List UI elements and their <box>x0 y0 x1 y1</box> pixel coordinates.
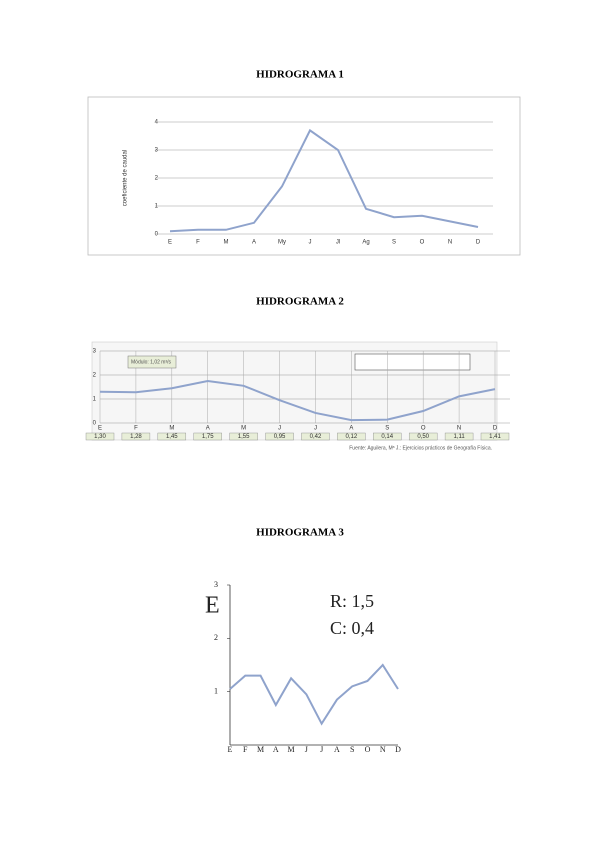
y-tick-label: 1 <box>155 204 159 210</box>
annotation: E <box>205 593 220 619</box>
value-cell <box>157 432 187 441</box>
value-label: 1,41 <box>489 434 501 440</box>
value-label: 0,95 <box>274 434 286 440</box>
chart-title: HIDROGRAMA 1 <box>256 69 344 81</box>
y-tick-label: 1 <box>93 397 97 403</box>
x-tick-label: J <box>320 745 323 754</box>
x-tick-label: F <box>134 426 138 432</box>
x-tick-label: N <box>457 426 461 432</box>
x-tick-label: E <box>228 745 233 754</box>
source: Fuente: Aguilera, Mª J.: Ejercicios prác… <box>349 445 492 451</box>
x-tick-label: J <box>305 745 308 754</box>
value-cell <box>480 432 510 441</box>
x-tick-label: Jl <box>336 240 340 246</box>
annotation: R: 1,5 <box>330 591 374 611</box>
y-tick-label: 2 <box>93 373 97 379</box>
value-cell <box>229 432 258 441</box>
value-cell <box>408 432 438 441</box>
x-tick-label: S <box>350 745 354 754</box>
hydrograph-line <box>229 663 399 726</box>
y-tick-label: 3 <box>93 349 97 355</box>
y-tick-label: 3 <box>155 148 159 154</box>
legend-box <box>127 355 177 369</box>
empty-box <box>354 353 471 371</box>
y-tick-label: 3 <box>214 580 218 589</box>
x-tick-label: M <box>224 240 229 246</box>
y-tick-label: 2 <box>214 633 218 642</box>
x-tick-label: F <box>196 240 200 246</box>
x-tick-label: A <box>206 426 210 432</box>
x-tick-label: A <box>349 426 353 432</box>
y-tick-label: 1 <box>214 686 218 695</box>
x-tick-label: N <box>448 240 452 246</box>
x-tick-label: F <box>243 745 248 754</box>
annotation: C: 0,4 <box>330 618 374 638</box>
value-label: 1,30 <box>94 434 106 440</box>
x-tick-label: E <box>168 240 172 246</box>
value-cell <box>373 432 402 441</box>
value-cell <box>265 432 294 441</box>
x-tick-label: M <box>257 745 264 754</box>
x-tick-label: E <box>98 426 102 432</box>
value-label: 0,12 <box>346 434 358 440</box>
value-cell <box>193 432 222 441</box>
y-tick-label: 4 <box>155 120 159 126</box>
x-tick-label: O <box>420 240 425 246</box>
x-tick-label: O <box>365 745 371 754</box>
hydrograph-line <box>99 379 496 422</box>
value-label: 0,14 <box>381 434 393 440</box>
y-tick-label: 2 <box>155 176 159 182</box>
y-tick-label: 0 <box>93 421 97 427</box>
hydrograph-line <box>169 128 479 233</box>
x-tick-label: J <box>278 426 281 432</box>
x-tick-label: M <box>169 426 174 432</box>
x-tick-label: S <box>392 240 396 246</box>
x-tick-label: J <box>314 426 317 432</box>
value-label: 0,42 <box>310 434 322 440</box>
legend-text: Módulo: 1,02 m³/s <box>131 359 172 365</box>
x-tick-label: S <box>385 426 389 432</box>
value-cell <box>444 432 474 441</box>
chart-title: HIDROGRAMA 3 <box>256 527 344 539</box>
value-label: 1,45 <box>166 434 178 440</box>
x-tick-label: D <box>395 745 401 754</box>
value-cell <box>301 432 330 441</box>
x-tick-label: A <box>252 240 256 246</box>
x-tick-label: J <box>309 240 312 246</box>
x-tick-label: My <box>278 240 286 246</box>
x-tick-label: O <box>421 426 426 432</box>
value-cell <box>337 432 366 441</box>
x-tick-label: A <box>334 745 340 754</box>
value-cell <box>121 432 151 441</box>
chart-title: HIDROGRAMA 2 <box>256 296 344 308</box>
x-tick-label: D <box>476 240 481 246</box>
x-tick-label: Ag <box>362 240 369 246</box>
y-tick-label: 0 <box>155 232 159 238</box>
y-axis-label: coeficiente de caudal <box>123 150 129 206</box>
frame-1 <box>87 96 521 256</box>
x-tick-label: A <box>273 745 279 754</box>
value-label: 1,75 <box>202 434 214 440</box>
x-tick-label: N <box>380 745 386 754</box>
value-label: 0,50 <box>417 434 429 440</box>
value-label: 1,28 <box>130 434 142 440</box>
x-tick-label: M <box>241 426 246 432</box>
value-label: 1,11 <box>453 434 465 440</box>
value-label: 1,55 <box>238 434 250 440</box>
x-tick-label: D <box>493 426 498 432</box>
value-cell <box>85 432 115 441</box>
x-tick-label: M <box>288 745 295 754</box>
